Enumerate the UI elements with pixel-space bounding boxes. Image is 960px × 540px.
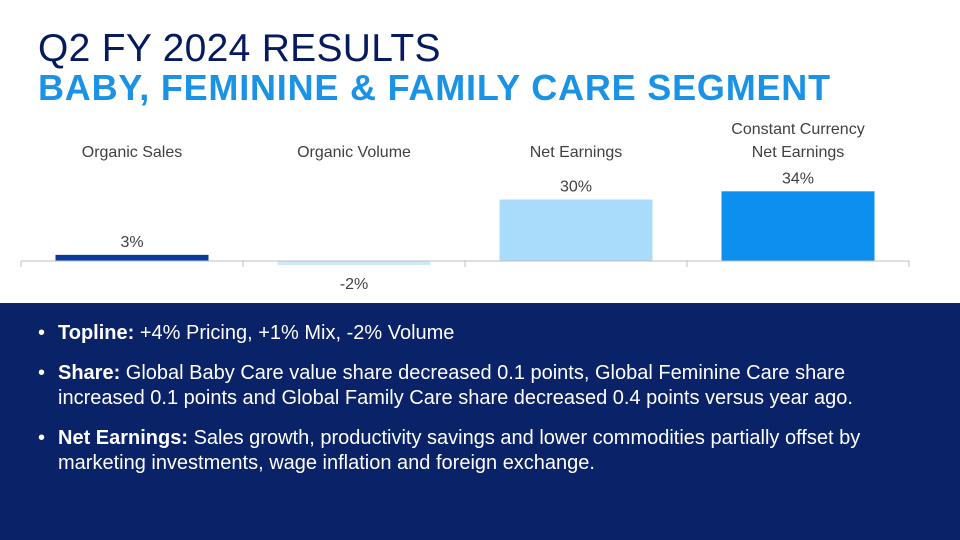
category-label: Net Earnings (752, 144, 845, 161)
category-label: Organic Volume (297, 144, 411, 161)
bar (721, 191, 875, 261)
bullet-label: Share: (58, 362, 121, 384)
bar (499, 199, 653, 261)
bullet-text: +4% Pricing, +1% Mix, -2% Volume (134, 322, 455, 344)
bullet-list: • Topline: +4% Pricing, +1% Mix, -2% Vol… (38, 321, 918, 491)
data-label: 34% (782, 170, 814, 187)
bar (55, 254, 209, 261)
bar-chart: 3% Organic Sales -2% Organic Volume 30% Net E… (20, 121, 910, 293)
bullet-dot-icon: • (38, 322, 46, 344)
commentary-panel: • Topline: +4% Pricing, +1% Mix, -2% Vol… (0, 303, 960, 540)
bullet-dot-icon: • (38, 362, 46, 384)
bullet-topline: • Topline: +4% Pricing, +1% Mix, -2% Vol… (38, 321, 918, 346)
bar (277, 261, 431, 266)
bullet-share: • Share: Global Baby Care value share de… (38, 361, 918, 411)
bullet-label: Topline: (58, 322, 135, 344)
bullet-text: Global Baby Care value share decreased 0… (58, 362, 853, 409)
page-title: Q2 FY 2024 RESULTS (38, 27, 441, 70)
bullet-text: Sales growth, productivity savings and l… (58, 427, 861, 474)
data-label: -2% (340, 276, 368, 293)
category-label: Organic Sales (82, 144, 183, 161)
category-label: Constant Currency (731, 121, 864, 138)
page-subtitle: BABY, FEMININE & FAMILY CARE SEGMENT (38, 67, 831, 108)
data-label: 30% (560, 179, 592, 196)
bullet-net-earnings: • Net Earnings: Sales growth, productivi… (38, 426, 918, 476)
data-label: 3% (120, 234, 143, 251)
bullet-dot-icon: • (38, 427, 46, 449)
category-label: Net Earnings (530, 144, 623, 161)
bullet-label: Net Earnings: (58, 427, 189, 449)
